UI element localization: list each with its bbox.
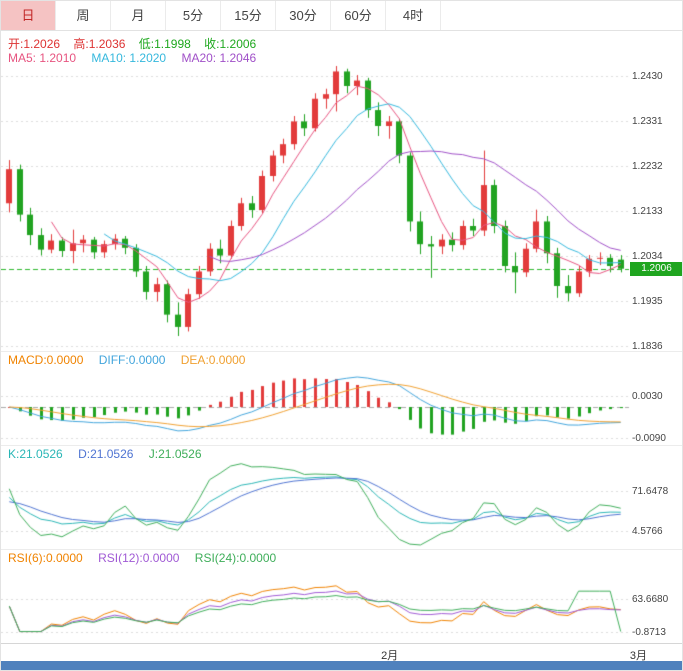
last-price-badge: 1.2006 (630, 261, 682, 276)
y-axis-label: -0.0090 (632, 433, 666, 444)
ma20-value: MA20: 1.2046 (181, 51, 257, 65)
y-axis-label: 1.2133 (632, 206, 663, 217)
timeframe-tabbar: 日 周 月 5分 15分 30分 60分 4时 (1, 1, 682, 31)
j-value: J:21.0526 (148, 447, 202, 461)
high-value: 高:1.2036 (73, 37, 126, 51)
y-axis-label: 1.2232 (632, 161, 663, 172)
tab-15min[interactable]: 15分 (221, 1, 276, 30)
y-axis-label: 1.2430 (632, 71, 663, 82)
diff-value: DIFF:0.0000 (98, 353, 166, 367)
rsi-header: RSI(6):0.0000 RSI(12):0.0000 RSI(24):0.0… (1, 549, 682, 565)
rsi6-value: RSI(6):0.0000 (8, 551, 83, 565)
y-axis-label: 0.0030 (632, 391, 663, 402)
y-axis-label: 1.1836 (632, 341, 663, 352)
x-axis-label: 3月 (629, 650, 647, 662)
tab-month[interactable]: 月 (111, 1, 166, 30)
kdj-header: K:21.0526 D:21.0526 J:21.0526 (1, 445, 682, 461)
dea-value: DEA:0.0000 (180, 353, 246, 367)
y-axis-label: 1.1935 (632, 296, 663, 307)
tab-4hour[interactable]: 4时 (386, 1, 441, 30)
tab-5min[interactable]: 5分 (166, 1, 221, 30)
kdj-panel-canvas[interactable] (1, 461, 682, 549)
y-axis-label: 71.6478 (632, 486, 669, 497)
y-axis-label: 1.2331 (632, 116, 663, 127)
macd-value: MACD:0.0000 (8, 353, 84, 367)
macd-panel-canvas[interactable] (1, 367, 682, 445)
tab-30min[interactable]: 30分 (276, 1, 331, 30)
low-value: 低:1.1998 (138, 37, 191, 51)
rsi-panel-canvas[interactable] (1, 565, 682, 643)
ma-readout: MA5: 1.2010 MA10: 1.2020 MA20: 1.2046 (8, 51, 268, 65)
ohlc-readout: 开:1.2026 高:1.2036 低:1.1998 收:1.2006 (8, 35, 266, 52)
close-value: 收:1.2006 (204, 37, 257, 51)
y-axis-label: 4.5766 (632, 526, 663, 537)
macd-header: MACD:0.0000 DIFF:0.0000 DEA:0.0000 (1, 351, 682, 367)
rsi24-value: RSI(24):0.0000 (194, 551, 277, 565)
y-axis-label: -0.8713 (632, 627, 666, 638)
tab-day[interactable]: 日 (1, 1, 56, 30)
ma5-value: MA5: 1.2010 (8, 51, 77, 65)
y-axis-label: 63.6680 (632, 594, 669, 605)
open-value: 开:1.2026 (8, 37, 61, 51)
rsi12-value: RSI(12):0.0000 (98, 551, 180, 565)
candlestick-chart-canvas[interactable] (1, 65, 682, 351)
d-value: D:21.0526 (78, 447, 134, 461)
tab-week[interactable]: 周 (56, 1, 111, 30)
bottom-bar (1, 661, 682, 670)
y-axis-label: 1.2034 (632, 251, 663, 262)
ma10-value: MA10: 1.2020 (91, 51, 167, 65)
x-axis-label: 2月 (381, 650, 399, 662)
tab-60min[interactable]: 60分 (331, 1, 386, 30)
k-value: K:21.0526 (8, 447, 63, 461)
x-axis-line (1, 643, 682, 644)
